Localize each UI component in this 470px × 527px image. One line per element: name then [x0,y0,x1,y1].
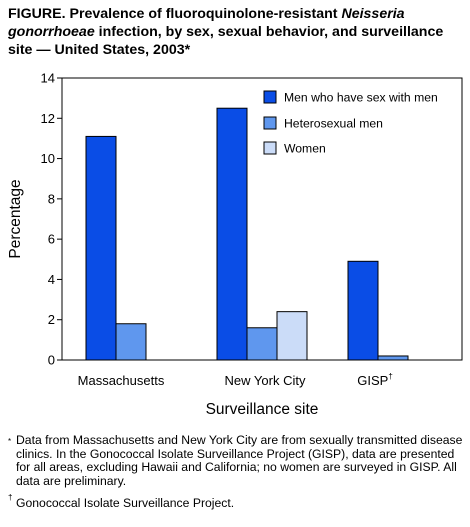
bar-2-2 [246,327,278,361]
x-category-label: GISP† [357,372,393,388]
bar-3-2 [276,311,308,361]
figure-title: FIGURE. Prevalence of fluoroquinolone-re… [8,5,464,59]
footnote-dagger-mark: † [8,493,13,502]
y-tick-label: 2 [48,312,55,327]
bar-2-1 [115,323,147,361]
legend-label: Heterosexual men [284,117,383,131]
bar-1-3 [347,260,379,361]
y-tick-label: 4 [48,272,55,287]
footnote-star-text: Data from Massachusetts and New York Cit… [16,433,463,488]
x-category-mark: † [388,372,392,381]
y-tick-label: 6 [48,232,55,247]
legend-swatch [263,90,277,104]
y-tick-label: 12 [41,111,55,126]
footnote-dagger-text: Gonococcal Isolate Surveillance Project. [16,496,235,510]
figure-title-prefix: FIGURE. Prevalence of fluoroquinolone-re… [8,6,342,22]
figure-title-suffix: infection, by sex, sexual behavior, and … [8,24,444,58]
legend-label: Men who have sex with men [284,91,438,105]
bar-1-2 [216,107,248,361]
bar-2-3 [377,355,409,361]
footnote-star: * Data from Massachusetts and New York Ci… [8,433,464,488]
legend-swatch [263,116,277,130]
bar-1-1 [85,135,117,361]
x-category-label: New York City [225,373,306,388]
legend-swatch [263,141,277,155]
footnote-star-mark: * [8,437,12,446]
bar-chart: 0 2 4 6 8 10 12 14 Percentage Massachusetts New Yo… [7,71,463,418]
y-tick-label: 0 [48,353,55,368]
footnote-dagger: † Gonococcal Isolate Surveillance Project… [8,493,464,511]
figure-title-italic: Neisseria gonorrhoeae [8,6,405,40]
y-tick-label: 14 [41,71,55,86]
x-axis-label: Surveillance site [206,401,319,418]
legend-label: Women [284,142,326,156]
x-category-label: Massachusetts [78,373,165,388]
y-tick-label: 10 [41,151,55,166]
y-tick-label: 8 [48,191,55,206]
y-axis-label: Percentage [7,179,24,258]
plot-frame [61,77,463,361]
